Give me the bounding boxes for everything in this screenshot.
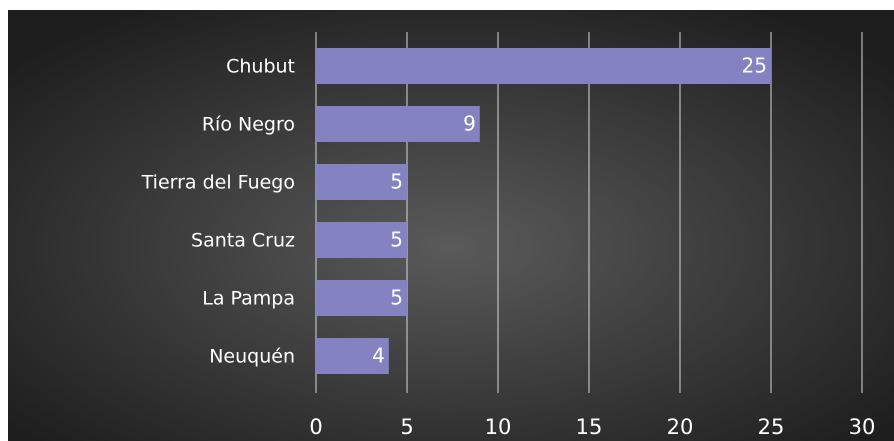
y-tick-label: Chubut bbox=[226, 56, 295, 78]
x-tick-label: 20 bbox=[667, 415, 694, 439]
x-tick-label: 5 bbox=[400, 415, 413, 439]
value-label: 9 bbox=[463, 112, 476, 136]
x-tick-label: 15 bbox=[576, 415, 603, 439]
y-tick-label: La Pampa bbox=[202, 288, 295, 310]
value-label: 5 bbox=[390, 228, 403, 252]
bar bbox=[316, 222, 407, 258]
y-tick-label: Tierra del Fuego bbox=[141, 172, 295, 194]
bar bbox=[316, 106, 480, 142]
y-tick-label: Santa Cruz bbox=[191, 230, 295, 252]
bar bbox=[316, 280, 407, 316]
x-tick-label: 10 bbox=[485, 415, 512, 439]
value-label: 5 bbox=[390, 286, 403, 310]
y-tick-label: Río Negro bbox=[202, 114, 295, 136]
x-tick-label: 30 bbox=[849, 415, 876, 439]
value-label: 5 bbox=[390, 170, 403, 194]
y-tick-label: Neuquén bbox=[209, 346, 295, 368]
bar bbox=[316, 338, 389, 374]
value-label: 4 bbox=[372, 344, 385, 368]
x-tick-label: 25 bbox=[758, 415, 785, 439]
bar bbox=[316, 164, 407, 200]
value-label: 25 bbox=[742, 54, 767, 78]
bar bbox=[316, 48, 771, 84]
x-tick-label: 0 bbox=[309, 415, 322, 439]
